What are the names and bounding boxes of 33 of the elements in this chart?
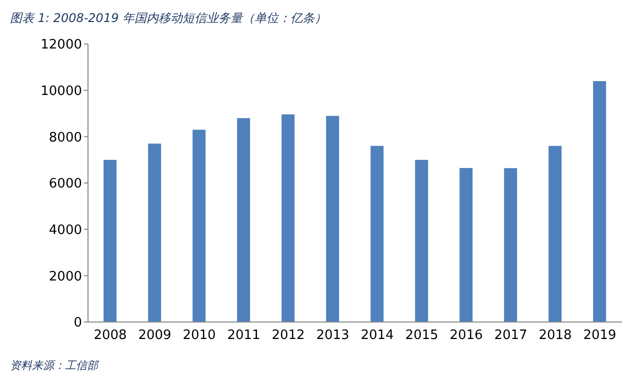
y-tick-label: 6000 bbox=[48, 176, 82, 192]
bar bbox=[148, 144, 162, 322]
bar bbox=[282, 114, 295, 322]
bar bbox=[326, 116, 340, 322]
x-tick-label: 2011 bbox=[227, 328, 260, 344]
bar bbox=[548, 146, 562, 322]
x-tick-label: 2013 bbox=[316, 328, 350, 344]
bar bbox=[593, 81, 606, 322]
x-tick-label: 2015 bbox=[405, 328, 438, 344]
x-tick-label: 2017 bbox=[494, 328, 528, 344]
y-tick-label: 2000 bbox=[48, 269, 82, 284]
y-tick-label: 4000 bbox=[48, 222, 82, 238]
y-tick-label: 8000 bbox=[48, 130, 82, 146]
bar bbox=[192, 130, 206, 322]
bar bbox=[370, 146, 384, 322]
text: 资料来源：工信部 bbox=[10, 358, 98, 373]
x-tick-label: 2010 bbox=[182, 328, 216, 344]
bar bbox=[104, 160, 117, 322]
chart-title: 图表 1: 2008-2019 年国内移动短信业务量（单位：亿条） bbox=[10, 10, 327, 27]
bar bbox=[415, 160, 428, 322]
x-tick-label: 2016 bbox=[450, 328, 483, 344]
x-tick-label: 2009 bbox=[138, 328, 172, 344]
bar bbox=[460, 168, 473, 322]
bar bbox=[237, 118, 250, 322]
x-tick-label: 2008 bbox=[94, 328, 127, 344]
y-tick-label: 0 bbox=[74, 316, 82, 331]
bar bbox=[504, 168, 518, 322]
x-tick-label: 2018 bbox=[538, 328, 572, 344]
x-tick-label: 2014 bbox=[360, 328, 394, 344]
y-tick-label: 12000 bbox=[40, 38, 82, 53]
x-tick-label: 2012 bbox=[272, 328, 305, 344]
y-tick-label: 10000 bbox=[40, 84, 82, 99]
x-tick-label: 2019 bbox=[583, 328, 616, 344]
